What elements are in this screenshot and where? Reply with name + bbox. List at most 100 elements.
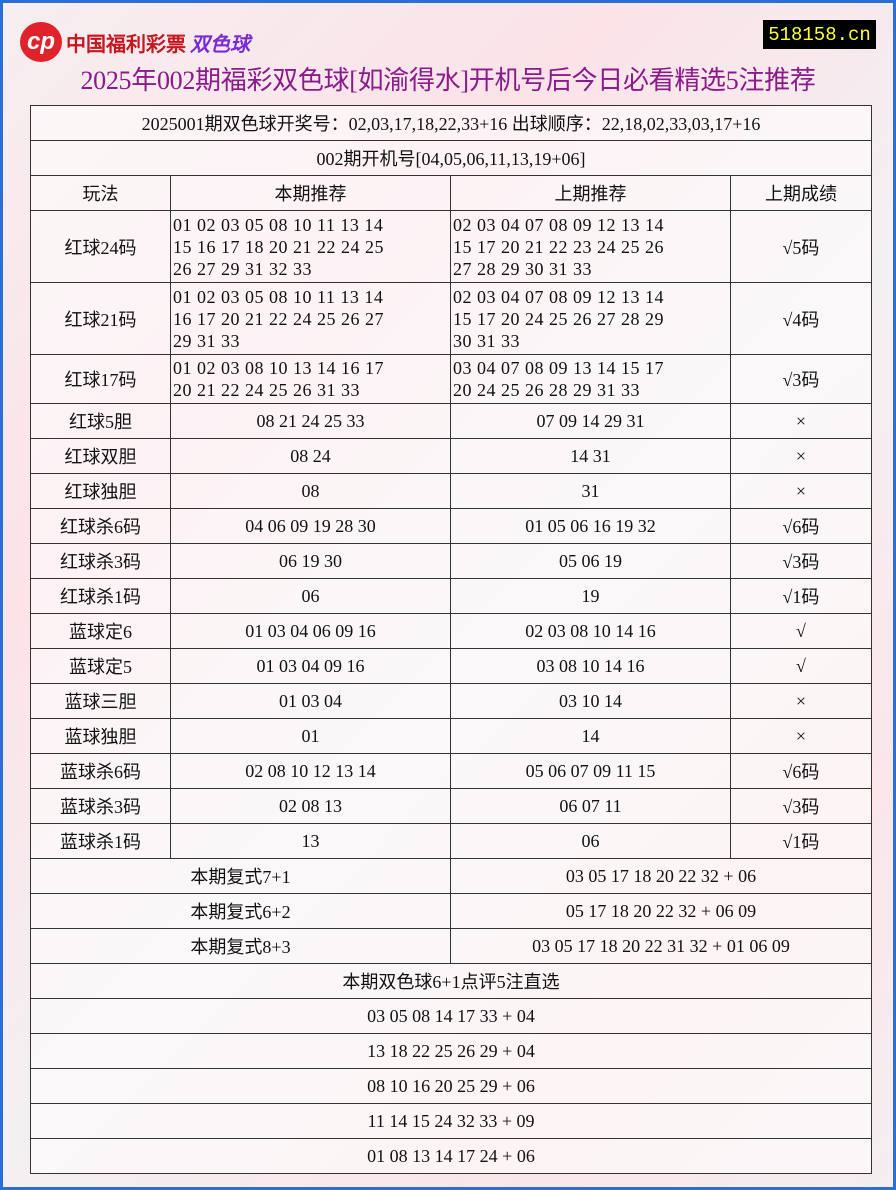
play-name: 蓝球定5 xyxy=(30,648,171,684)
result: × xyxy=(730,683,872,719)
table-row: 蓝球杀3码 02 08 13 06 07 11 √3码 xyxy=(30,788,872,824)
result: × xyxy=(730,718,872,754)
play-name: 红球17码 xyxy=(30,354,171,404)
compound-numbers: 05 17 18 20 22 32 + 06 09 xyxy=(450,893,872,929)
result: √3码 xyxy=(730,354,872,404)
pick-row: 01 08 13 14 17 24 + 06 xyxy=(30,1138,872,1174)
result: √ xyxy=(730,648,872,684)
pick-row: 08 10 16 20 25 29 + 06 xyxy=(30,1068,872,1104)
number-line: 20 21 22 24 25 26 31 33 xyxy=(173,380,360,400)
pick-row: 13 18 22 25 26 29 + 04 xyxy=(30,1033,872,1069)
prediction-table: 2025001期双色球开奖号：02,03,17,18,22,33+16 出球顺序… xyxy=(30,105,872,1174)
current-pick: 02 08 13 xyxy=(170,788,451,824)
table-row: 蓝球杀6码 02 08 10 12 13 14 05 06 07 09 11 15 √… xyxy=(30,753,872,789)
compound-name: 本期复式8+3 xyxy=(30,928,451,964)
number-line: 16 17 20 21 22 24 25 26 27 xyxy=(173,308,384,329)
previous-pick: 07 09 14 29 31 xyxy=(450,403,731,439)
number-line: 01 02 03 05 08 10 11 13 14 xyxy=(173,214,384,235)
play-name: 红球21码 xyxy=(30,282,171,355)
previous-pick: 31 xyxy=(450,473,731,509)
play-name: 蓝球杀1码 xyxy=(30,823,171,859)
play-name: 蓝球定6 xyxy=(30,613,171,649)
table-row: 蓝球三胆 01 03 04 03 10 14 × xyxy=(30,683,872,719)
current-pick: 06 19 30 xyxy=(170,543,451,579)
current-pick: 13 xyxy=(170,823,451,859)
table-row: 红球21码 01 02 03 05 08 10 11 13 14 16 17 20 … xyxy=(30,282,872,355)
pick-numbers: 03 05 08 14 17 33 + 04 xyxy=(30,998,872,1034)
result: × xyxy=(730,403,872,439)
result: √6码 xyxy=(730,753,872,789)
header-result: 上期成绩 xyxy=(730,175,872,211)
result: √3码 xyxy=(730,543,872,579)
play-name: 蓝球三胆 xyxy=(30,683,171,719)
play-name: 红球5胆 xyxy=(30,403,171,439)
number-line: 02 03 04 07 08 09 12 13 14 xyxy=(453,214,664,235)
current-pick: 06 xyxy=(170,578,451,614)
header-previous: 上期推荐 xyxy=(450,175,731,211)
previous-pick: 19 xyxy=(450,578,731,614)
number-line: 15 16 17 18 20 21 22 24 25 xyxy=(173,236,384,257)
current-pick: 01 02 03 05 08 10 11 13 14 16 17 20 21 22… xyxy=(170,282,451,355)
number-line: 15 17 20 21 22 23 24 25 26 xyxy=(453,236,664,257)
header-play: 玩法 xyxy=(30,175,171,211)
page-title: 2025年002期福彩双色球[如渝得水]开机号后今日必看精选5注推荐 xyxy=(80,66,816,95)
logo-text-ssq: 双色球 xyxy=(190,33,250,56)
previous-pick: 03 10 14 xyxy=(450,683,731,719)
machine-number-info: 002期开机号[04,05,06,11,13,19+06] xyxy=(30,140,872,176)
play-name: 红球杀1码 xyxy=(30,578,171,614)
number-line: 01 02 03 08 10 13 14 16 17 xyxy=(173,358,384,378)
play-name: 蓝球杀6码 xyxy=(30,753,171,789)
current-pick: 01 03 04 09 16 xyxy=(170,648,451,684)
header-current: 本期推荐 xyxy=(170,175,451,211)
pick-row: 03 05 08 14 17 33 + 04 xyxy=(30,998,872,1034)
number-line: 27 28 29 30 31 33 xyxy=(453,258,592,279)
result: √6码 xyxy=(730,508,872,544)
table-row: 蓝球独胆 01 14 × xyxy=(30,718,872,754)
number-line: 26 27 29 31 32 33 xyxy=(173,258,312,279)
current-pick: 01 02 03 08 10 13 14 16 17 20 21 22 24 25… xyxy=(170,354,451,404)
previous-pick: 03 04 07 08 09 13 14 15 17 20 24 25 26 28… xyxy=(450,354,731,404)
number-line: 15 17 20 24 25 26 27 28 29 xyxy=(453,308,664,329)
current-pick: 02 08 10 12 13 14 xyxy=(170,753,451,789)
previous-pick: 03 08 10 14 16 xyxy=(450,648,731,684)
previous-pick: 06 07 11 xyxy=(450,788,731,824)
previous-pick: 05 06 07 09 11 15 xyxy=(450,753,731,789)
current-pick: 04 06 09 19 28 30 xyxy=(170,508,451,544)
current-pick: 01 xyxy=(170,718,451,754)
current-pick: 08 21 24 25 33 xyxy=(170,403,451,439)
result: √1码 xyxy=(730,578,872,614)
play-name: 蓝球杀3码 xyxy=(30,788,171,824)
result: × xyxy=(730,438,872,474)
current-pick: 01 02 03 05 08 10 11 13 14 15 16 17 18 20… xyxy=(170,210,451,283)
result: √4码 xyxy=(730,282,872,355)
previous-pick: 05 06 19 xyxy=(450,543,731,579)
number-line: 01 02 03 05 08 10 11 13 14 xyxy=(173,286,384,307)
compound-name: 本期复式6+2 xyxy=(30,893,451,929)
pick-numbers: 11 14 15 24 32 33 + 09 xyxy=(30,1103,872,1139)
play-name: 红球杀6码 xyxy=(30,508,171,544)
result: √5码 xyxy=(730,210,872,283)
table-row: 红球5胆 08 21 24 25 33 07 09 14 29 31 × xyxy=(30,403,872,439)
result: √1码 xyxy=(730,823,872,859)
current-pick: 08 24 xyxy=(170,438,451,474)
previous-pick: 02 03 04 07 08 09 12 13 14 15 17 20 24 25… xyxy=(450,282,731,355)
lottery-logo-icon: cp xyxy=(20,22,62,62)
result: × xyxy=(730,473,872,509)
compound-row: 本期复式7+1 03 05 17 18 20 22 32 + 06 xyxy=(30,858,872,894)
table-row: 蓝球定5 01 03 04 09 16 03 08 10 14 16 √ xyxy=(30,648,872,684)
number-line: 02 03 04 07 08 09 12 13 14 xyxy=(453,286,664,307)
compound-name: 本期复式7+1 xyxy=(30,858,451,894)
table-row: 红球双胆 08 24 14 31 × xyxy=(30,438,872,474)
number-line: 20 24 25 26 28 29 31 33 xyxy=(453,380,640,400)
previous-pick: 01 05 06 16 19 32 xyxy=(450,508,731,544)
picks-title: 本期双色球6+1点评5注直选 xyxy=(30,963,872,999)
compound-numbers: 03 05 17 18 20 22 31 32 + 01 06 09 xyxy=(450,928,872,964)
play-name: 红球杀3码 xyxy=(30,543,171,579)
current-pick: 01 03 04 xyxy=(170,683,451,719)
current-pick: 08 xyxy=(170,473,451,509)
site-badge: 518158.cn xyxy=(763,20,876,49)
pick-row: 11 14 15 24 32 33 + 09 xyxy=(30,1103,872,1139)
table-row: 红球17码 01 02 03 08 10 13 14 16 17 20 21 22 … xyxy=(30,354,872,404)
logo-text: 中国福利彩票 xyxy=(66,33,186,56)
table-row: 红球独胆 08 31 × xyxy=(30,473,872,509)
